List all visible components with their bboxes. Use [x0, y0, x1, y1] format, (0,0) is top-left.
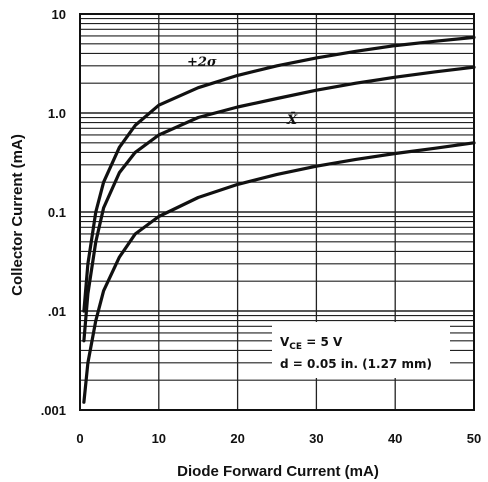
- y-tick-label: .01: [48, 304, 66, 319]
- x-axis-title: Diode Forward Current (mA): [177, 463, 379, 480]
- series-label-mean: X̄: [286, 111, 298, 128]
- series-lines: [82, 35, 476, 404]
- series-line-1: [82, 35, 476, 313]
- y-tick-label: 0.1: [48, 205, 66, 220]
- distance-annotation: d = 0.05 in. (1.27 mm): [280, 357, 432, 371]
- x-tick-label: 10: [152, 431, 166, 446]
- x-tick-label: 20: [230, 431, 244, 446]
- x-tick-label: 40: [388, 431, 402, 446]
- y-tick-label: 10: [52, 7, 66, 22]
- conditions-box: VCE = 5 V d = 0.05 in. (1.27 mm): [272, 322, 450, 378]
- series-label-plus-two-sigma: +2σ: [187, 55, 217, 70]
- series-line-2: [82, 65, 476, 343]
- tick-labels: 0 10 20 30 40 50 .001 .01 0.1 1.0 10: [41, 7, 482, 446]
- x-tick-label: 0: [76, 431, 83, 446]
- plot-frame: [79, 13, 475, 411]
- vce-annotation: VCE = 5 V: [280, 335, 343, 352]
- y-tick-label: .001: [41, 403, 66, 418]
- vce-value: = 5 V: [302, 335, 343, 349]
- vce-prefix: V: [280, 335, 290, 349]
- series-line-3: [82, 141, 476, 404]
- x-tick-label: 50: [467, 431, 481, 446]
- grid: [80, 14, 474, 410]
- vce-subscript: CE: [289, 342, 302, 352]
- y-tick-label: 1.0: [48, 106, 66, 121]
- x-tick-label: 30: [309, 431, 323, 446]
- y-axis-title: Collector Current (mA): [9, 134, 26, 296]
